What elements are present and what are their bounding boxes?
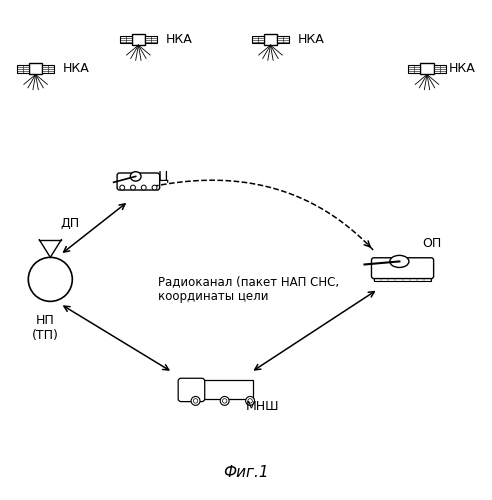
Bar	[433, 65, 446, 73]
Bar	[202, 380, 253, 398]
Circle shape	[220, 396, 229, 406]
Bar	[252, 36, 264, 44]
Circle shape	[130, 185, 135, 190]
Text: Ц: Ц	[158, 170, 169, 183]
Text: НКА: НКА	[62, 62, 89, 76]
Circle shape	[248, 398, 252, 403]
Bar	[374, 274, 431, 281]
Bar	[29, 64, 42, 74]
Bar	[420, 64, 433, 74]
Bar	[17, 65, 29, 73]
FancyBboxPatch shape	[117, 173, 159, 190]
Text: ОП: ОП	[422, 237, 441, 250]
Ellipse shape	[130, 172, 141, 181]
Bar	[145, 36, 157, 44]
Circle shape	[152, 185, 157, 190]
Bar	[264, 34, 277, 45]
Bar	[277, 36, 289, 44]
Bar	[120, 36, 132, 44]
Text: Радиоканал (пакет НАП СНС,
координаты цели: Радиоканал (пакет НАП СНС, координаты це…	[158, 275, 339, 303]
Bar	[42, 65, 54, 73]
Circle shape	[191, 396, 200, 406]
Text: МНШ: МНШ	[246, 400, 279, 413]
Circle shape	[29, 258, 72, 302]
Bar	[408, 65, 420, 73]
Text: НКА: НКА	[297, 33, 324, 46]
Circle shape	[141, 185, 146, 190]
Text: НКА: НКА	[165, 33, 192, 46]
Circle shape	[246, 396, 254, 406]
Bar	[132, 34, 145, 45]
Circle shape	[222, 398, 227, 403]
Ellipse shape	[390, 256, 409, 268]
Circle shape	[193, 398, 198, 403]
Circle shape	[120, 185, 124, 190]
FancyBboxPatch shape	[371, 258, 433, 278]
FancyBboxPatch shape	[178, 378, 205, 402]
Text: НП
(ТП): НП (ТП)	[32, 314, 59, 342]
Text: НКА: НКА	[449, 62, 476, 76]
Text: Фиг.1: Фиг.1	[223, 465, 269, 480]
Text: ДП: ДП	[60, 216, 79, 230]
